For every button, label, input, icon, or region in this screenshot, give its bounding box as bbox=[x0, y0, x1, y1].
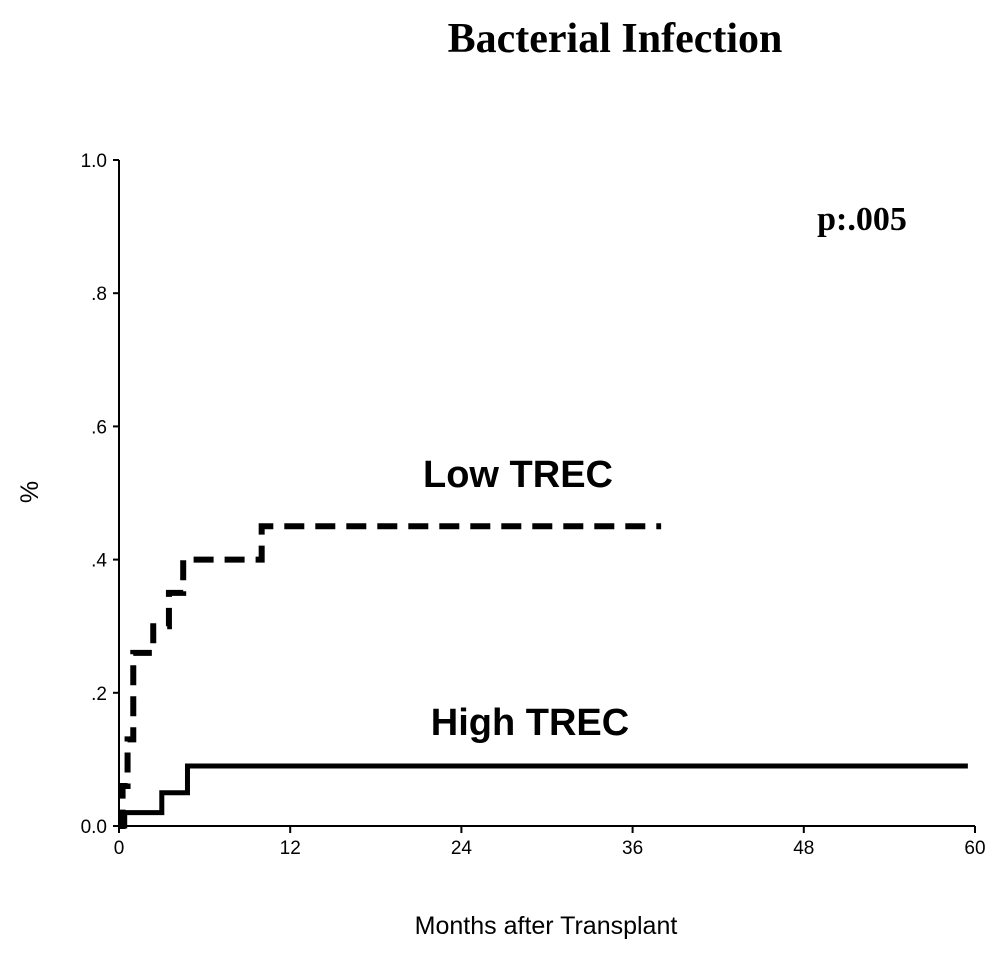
series-label-high-trec: High TREC bbox=[431, 702, 629, 744]
x-tick-label: 0 bbox=[114, 838, 125, 859]
p-value-annotation: p:.005 bbox=[817, 201, 907, 238]
tick-group: 0 12 24 36 48 60 0.0 .2 .4 .6 .8 1.0 bbox=[81, 151, 986, 859]
y-tick-label: 1.0 bbox=[81, 151, 107, 172]
y-axis-label: % bbox=[16, 481, 44, 503]
y-tick-label: .2 bbox=[91, 684, 107, 705]
y-tick-label: .4 bbox=[91, 551, 107, 572]
x-tick-label: 36 bbox=[622, 838, 643, 859]
y-tick-label: 0.0 bbox=[81, 817, 107, 838]
x-axis-label: Months after Transplant bbox=[415, 912, 678, 940]
series-label-low-trec: Low TREC bbox=[423, 454, 613, 496]
y-tick-label: .8 bbox=[91, 284, 107, 305]
x-tick-label: 48 bbox=[793, 838, 814, 859]
x-tick-label: 12 bbox=[280, 838, 301, 859]
series-group bbox=[119, 523, 968, 829]
x-tick-label: 24 bbox=[451, 838, 473, 859]
axes bbox=[118, 160, 975, 827]
series-line-high-trec bbox=[119, 763, 968, 829]
series-line-low-trec bbox=[119, 523, 662, 829]
x-tick-label: 60 bbox=[964, 838, 985, 859]
y-tick-label: .6 bbox=[91, 417, 107, 438]
chart-title: Bacterial Infection bbox=[448, 16, 783, 62]
